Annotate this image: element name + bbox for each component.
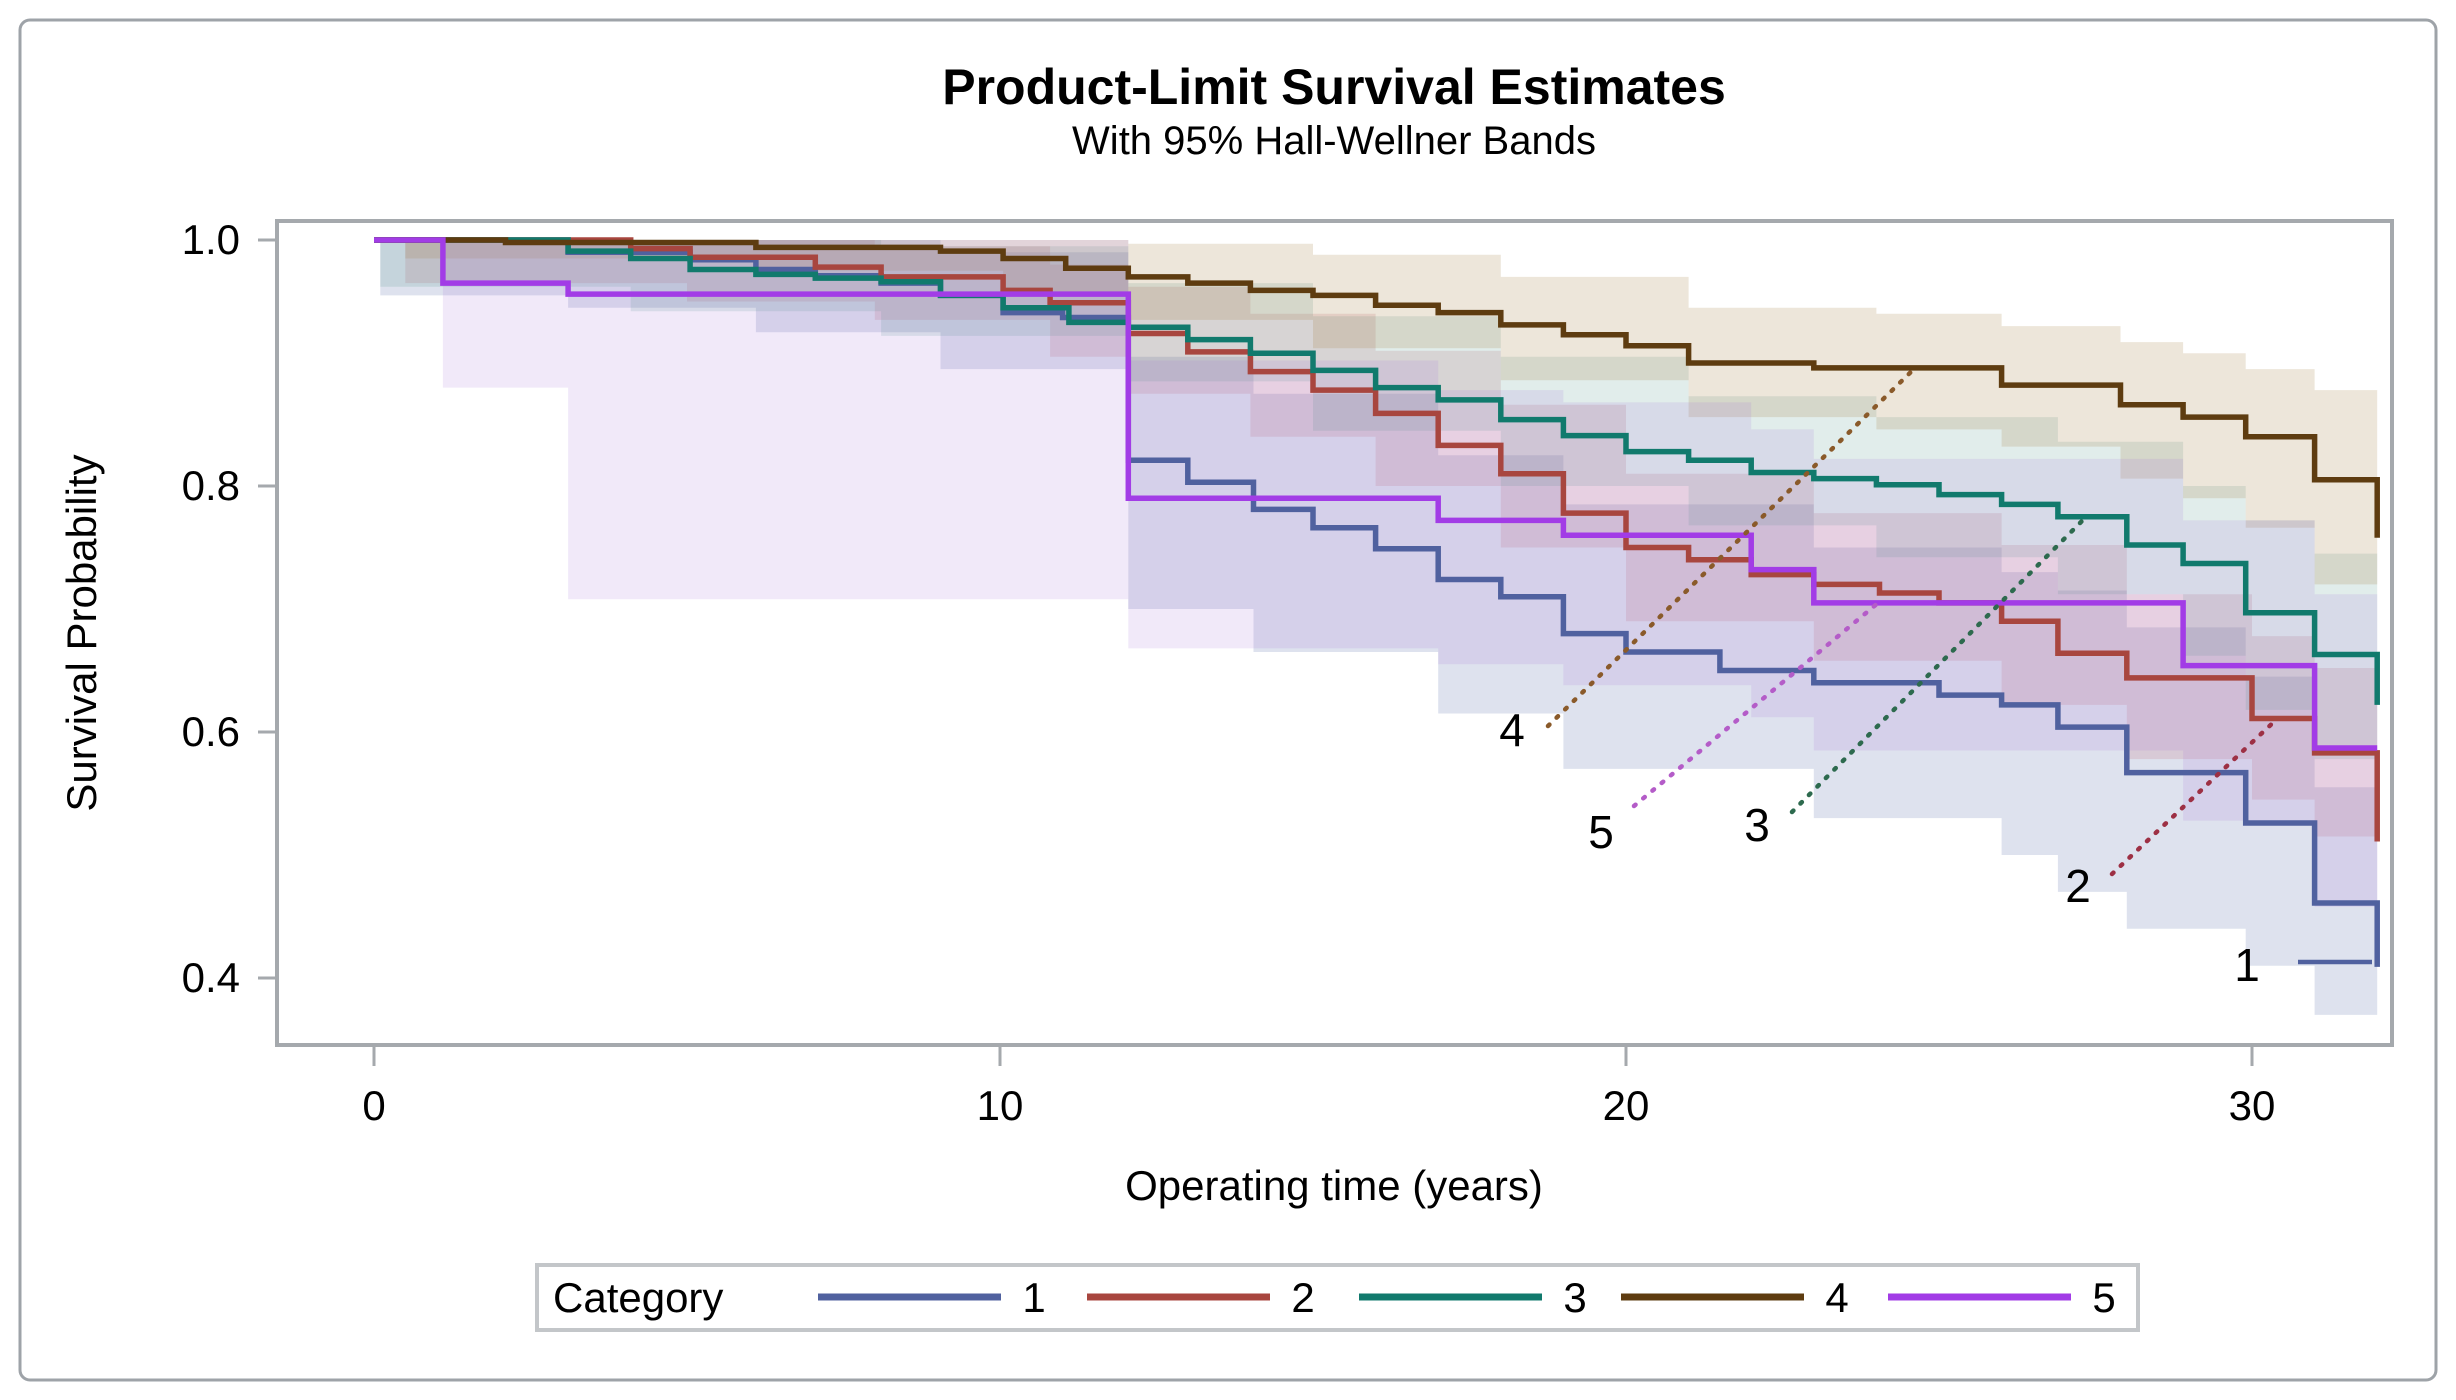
series-3-leader-line (1789, 518, 2085, 815)
x-tick-label: 10 (977, 1082, 1024, 1129)
legend-label-3: 3 (1563, 1274, 1586, 1321)
axes-frame-layer: 1.0 0.8 0.6 0.4 0 10 20 30 (182, 216, 2394, 1129)
y-axis-title: Survival Probability (58, 454, 105, 811)
chart-title: Product-Limit Survival Estimates (942, 59, 1726, 115)
series-1-confidence-band (380, 240, 2378, 1052)
x-tick-label: 30 (2229, 1082, 2276, 1129)
y-tick-label: 0.6 (182, 708, 240, 755)
y-tick-label: 0.8 (182, 462, 240, 509)
series-2-curve-label: 2 (2065, 860, 2091, 912)
legend-title: Category (553, 1274, 723, 1321)
series-2-confidence-band (405, 240, 2378, 935)
series-5-curve-label: 5 (1588, 806, 1614, 858)
y-tick-label: 1.0 (182, 216, 240, 263)
legend-label-5: 5 (2092, 1274, 2115, 1321)
x-tick-label: 0 (362, 1082, 385, 1129)
confidence-bands-layer (380, 240, 2378, 1052)
series-3-step-line (374, 237, 2380, 705)
legend-label-2: 2 (1291, 1274, 1314, 1321)
legend-box (535, 1263, 2140, 1332)
figure-border (18, 18, 2438, 1382)
series-4-curve-label: 4 (1499, 704, 1525, 756)
legend-label-1: 1 (1022, 1274, 1045, 1321)
series-1-curve-label: 1 (2234, 939, 2260, 991)
y-tick-label: 0.4 (182, 954, 240, 1001)
legend-label-4: 4 (1825, 1274, 1848, 1321)
series-lines-layer (374, 237, 2380, 967)
x-axis-title: Operating time (years) (1125, 1162, 1543, 1209)
chart-subtitle: With 95% Hall-Wellner Bands (1072, 119, 1596, 163)
series-4-leader-line (1545, 365, 1918, 729)
x-tick-label: 20 (1603, 1082, 1650, 1129)
legend: Category 1 2 3 4 5 (535, 1263, 2140, 1332)
series-5-step-line (374, 237, 2378, 751)
series-5-leader-line (1631, 600, 1881, 809)
series-3-confidence-band (380, 240, 2378, 816)
plot-frame (275, 219, 2394, 1047)
curve-labels-layer: 1 2 3 4 5 (1499, 365, 2372, 991)
series-3-curve-label: 3 (1744, 799, 1770, 851)
series-5-confidence-band (442, 240, 2378, 917)
series-4-confidence-band (405, 240, 2378, 640)
series-2-step-line (374, 237, 2380, 842)
series-2-leader-line (2109, 715, 2281, 877)
series-4-step-line (374, 237, 2380, 538)
